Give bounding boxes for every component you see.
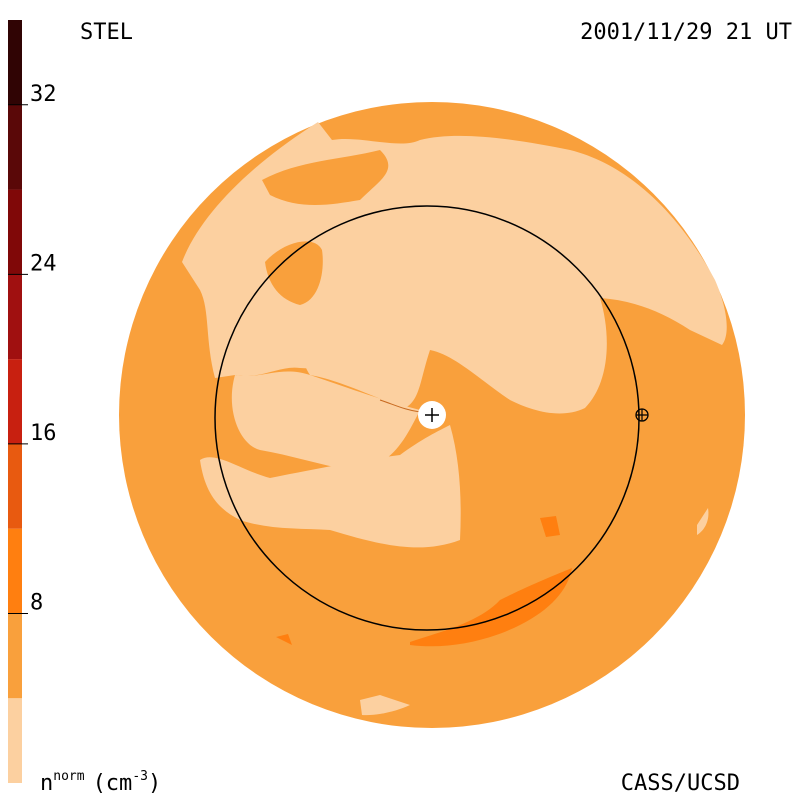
color-band <box>8 443 22 529</box>
date: 2001/11/29 21 UT <box>580 20 792 45</box>
colorbar-label: nnorm (cm-3) <box>40 769 161 797</box>
earth-marker-cross <box>636 409 648 421</box>
dense-spot <box>276 634 292 645</box>
light-region <box>200 425 461 548</box>
label-unit: (cm <box>93 771 133 796</box>
orange-island <box>262 150 389 205</box>
color-band <box>8 359 22 444</box>
light-spot <box>697 508 709 535</box>
tick-label: 24 <box>30 251 57 276</box>
color-band <box>8 104 22 190</box>
label-unit-sup: -3 <box>132 769 148 784</box>
dense-spot <box>540 516 560 537</box>
orange-island <box>265 241 323 305</box>
tick-label: 8 <box>30 590 43 615</box>
tick-label: 16 <box>30 421 57 446</box>
title: STEL <box>80 20 133 45</box>
dense-band <box>410 568 572 647</box>
color-band <box>8 20 22 105</box>
color-band <box>8 613 22 699</box>
credit: CASS/UCSD <box>621 771 740 796</box>
density-map <box>119 102 745 728</box>
color-band <box>8 528 22 614</box>
light-spot <box>360 695 410 716</box>
color-band <box>8 698 22 783</box>
earth-orbit <box>214 205 640 631</box>
label-base: n <box>40 771 53 796</box>
colorbar: 8 16 24 32 <box>8 20 57 783</box>
label-sup: norm <box>53 769 84 784</box>
sun-cross <box>425 408 439 422</box>
light-region <box>231 371 420 470</box>
color-band <box>8 189 22 275</box>
current-sheet <box>379 399 421 413</box>
color-band <box>8 274 22 360</box>
label-close: ) <box>148 771 161 796</box>
tick-label: 32 <box>30 82 57 107</box>
